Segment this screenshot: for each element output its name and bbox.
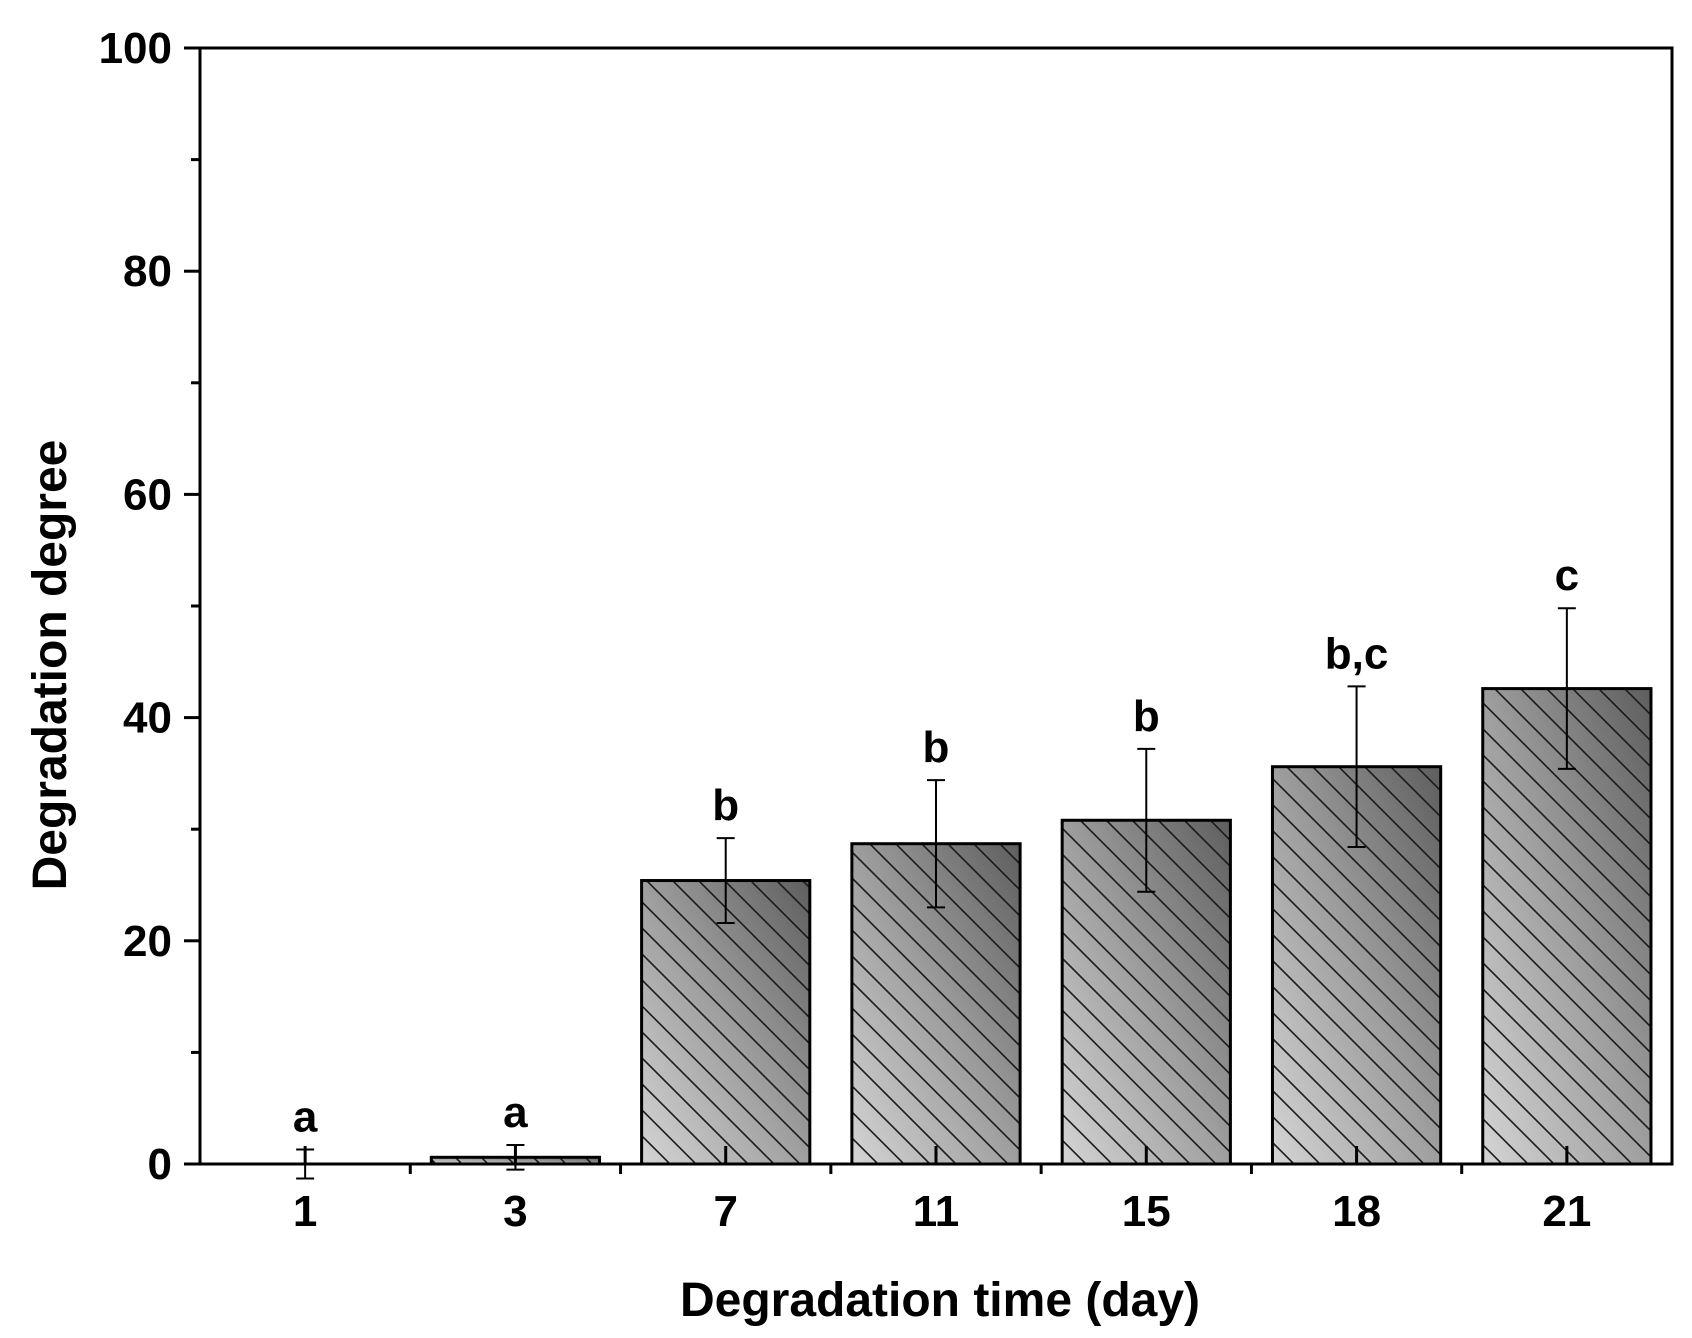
y-tick-label-100: 100: [99, 24, 172, 73]
y-tick-label-0: 0: [148, 1140, 172, 1189]
x-tick-label-1: 1: [293, 1187, 317, 1236]
y-tick-label-40: 40: [123, 694, 172, 743]
bar-7: [640, 879, 812, 1166]
x-tick-label-21: 21: [1542, 1187, 1591, 1236]
x-axis-label: Degradation time (day): [680, 1274, 1200, 1327]
y-tick-label-60: 60: [123, 470, 172, 519]
significance-label-11: b: [923, 723, 950, 772]
ticks-layer: 1 3 7 11 15 18 21 0 20 40 60 80 100: [99, 24, 1592, 1236]
y-tick-label-20: 20: [123, 917, 172, 966]
significance-label-18: b,c: [1325, 629, 1389, 678]
bars-layer: [429, 687, 1653, 1166]
x-tick-label-3: 3: [503, 1187, 527, 1236]
y-axis-label: Degradation degree: [24, 440, 77, 891]
x-tick-label-15: 15: [1122, 1187, 1171, 1236]
significance-label-15: b: [1133, 692, 1160, 741]
x-tick-label-11: 11: [913, 1187, 960, 1236]
x-tick-label-7: 7: [713, 1187, 737, 1236]
y-tick-label-80: 80: [123, 247, 172, 296]
significance-label-1: a: [293, 1092, 318, 1141]
x-tick-label-18: 18: [1332, 1187, 1381, 1236]
significance-label-7: b: [712, 781, 739, 830]
significance-label-21: c: [1555, 551, 1579, 600]
significance-labels-layer: a a b b b b,c c: [293, 551, 1579, 1141]
significance-label-3: a: [503, 1088, 528, 1137]
